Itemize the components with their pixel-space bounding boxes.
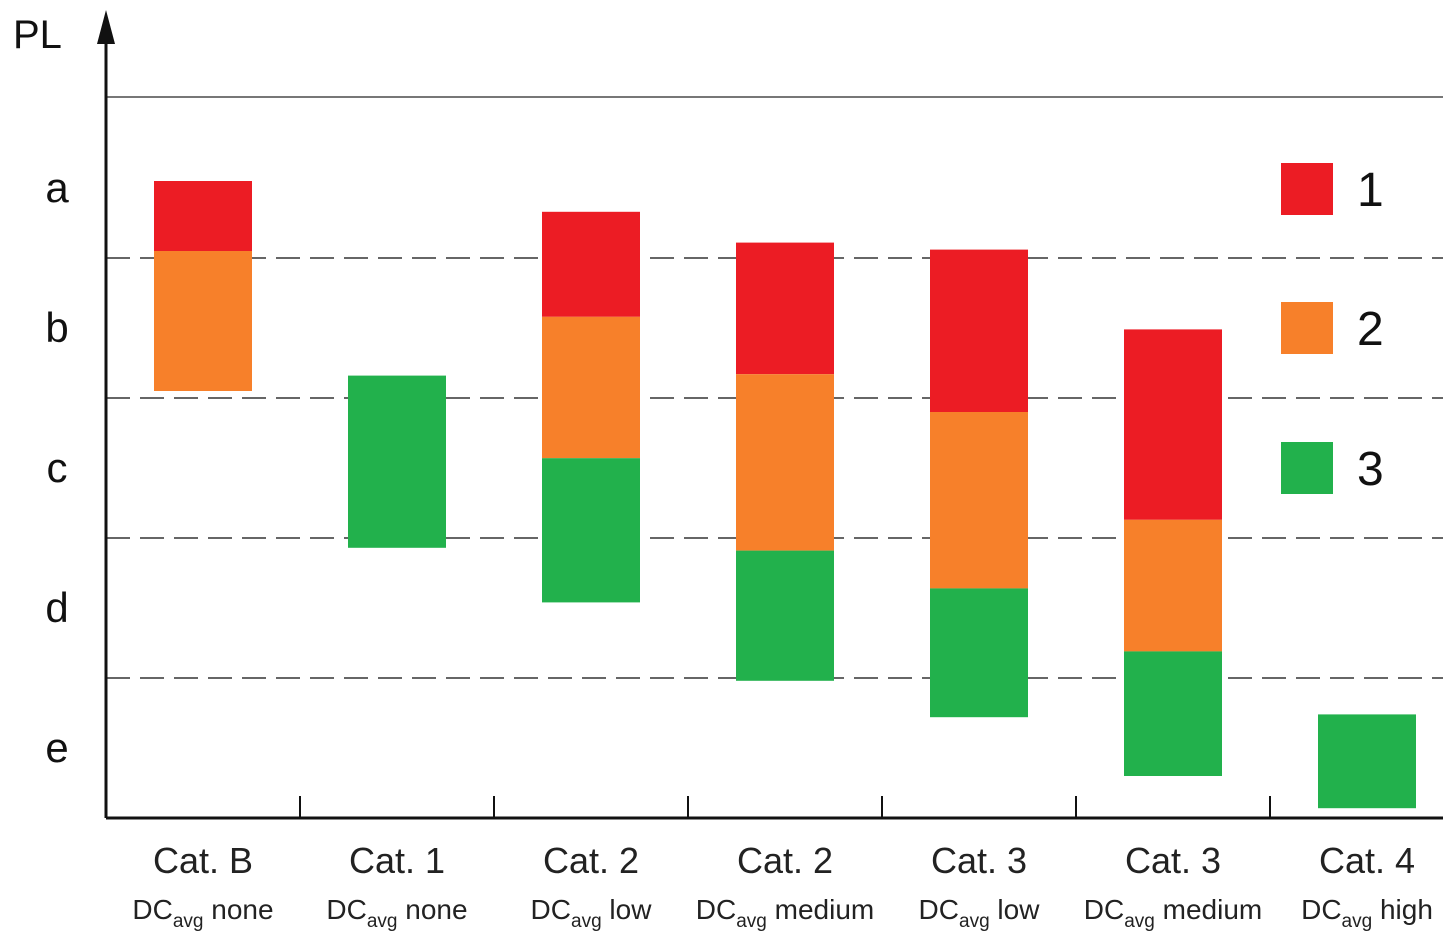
dc-label: DCavg high: [1301, 894, 1433, 932]
bar-segment-6-2: [1124, 519, 1222, 652]
legend-swatch-3: [1281, 442, 1333, 494]
legend-swatch-1: [1281, 163, 1333, 215]
bar-segment-5-3: [930, 588, 1028, 718]
bar-segment-1-1: [154, 181, 252, 251]
bar-segment-4-2: [736, 374, 834, 551]
category-label: Cat. 1: [349, 840, 445, 881]
legend-label-2: 2: [1357, 303, 1384, 356]
category-label: Cat. 2: [737, 840, 833, 881]
legend: 1 2 3: [1281, 163, 1384, 496]
category-label: Cat. 3: [931, 840, 1027, 881]
bar-segment-7-1: [1318, 714, 1416, 809]
level-label-d: d: [45, 584, 68, 631]
y-axis-arrow: [97, 10, 115, 44]
x-tick-labels: Cat. B DCavg none Cat. 1 DCavg none Cat. 2 DC…: [132, 840, 1432, 932]
category-label: Cat. 4: [1319, 840, 1415, 881]
level-label-b: b: [45, 304, 68, 351]
bar-segment-3-2: [542, 316, 640, 459]
level-label-c: c: [47, 444, 68, 491]
bar-segment-6-1: [1124, 329, 1222, 520]
bar-segment-5-2: [930, 412, 1028, 589]
level-labels: a b c d e: [45, 164, 69, 771]
dc-label: DCavg medium: [1084, 894, 1262, 932]
y-axis-title: PL: [13, 13, 62, 57]
legend-swatch-2: [1281, 302, 1333, 354]
legend-label-1: 1: [1357, 164, 1384, 217]
dc-label: DCavg none: [132, 894, 273, 932]
bar-segment-2-1: [348, 375, 446, 548]
bar-segment-4-1: [736, 242, 834, 375]
bar-segment-4-3: [736, 550, 834, 681]
level-label-e: e: [45, 724, 68, 771]
category-label: Cat. 2: [543, 840, 639, 881]
bar-segment-3-1: [542, 211, 640, 317]
bar-segment-3-3: [542, 458, 640, 603]
category-label: Cat. 3: [1125, 840, 1221, 881]
legend-label-3: 3: [1357, 443, 1384, 496]
bars: [154, 181, 1416, 809]
bar-segment-1-2: [154, 251, 252, 391]
dc-label: DCavg low: [919, 894, 1041, 932]
bar-segment-5-1: [930, 249, 1028, 412]
dc-label: DCavg medium: [696, 894, 874, 932]
dc-label: DCavg none: [326, 894, 467, 932]
bar-segment-6-3: [1124, 651, 1222, 776]
dc-label: DCavg low: [531, 894, 653, 932]
category-label: Cat. B: [153, 840, 253, 881]
axes: PL: [13, 10, 1443, 820]
x-ticks: [299, 796, 1271, 818]
level-label-a: a: [45, 164, 69, 211]
